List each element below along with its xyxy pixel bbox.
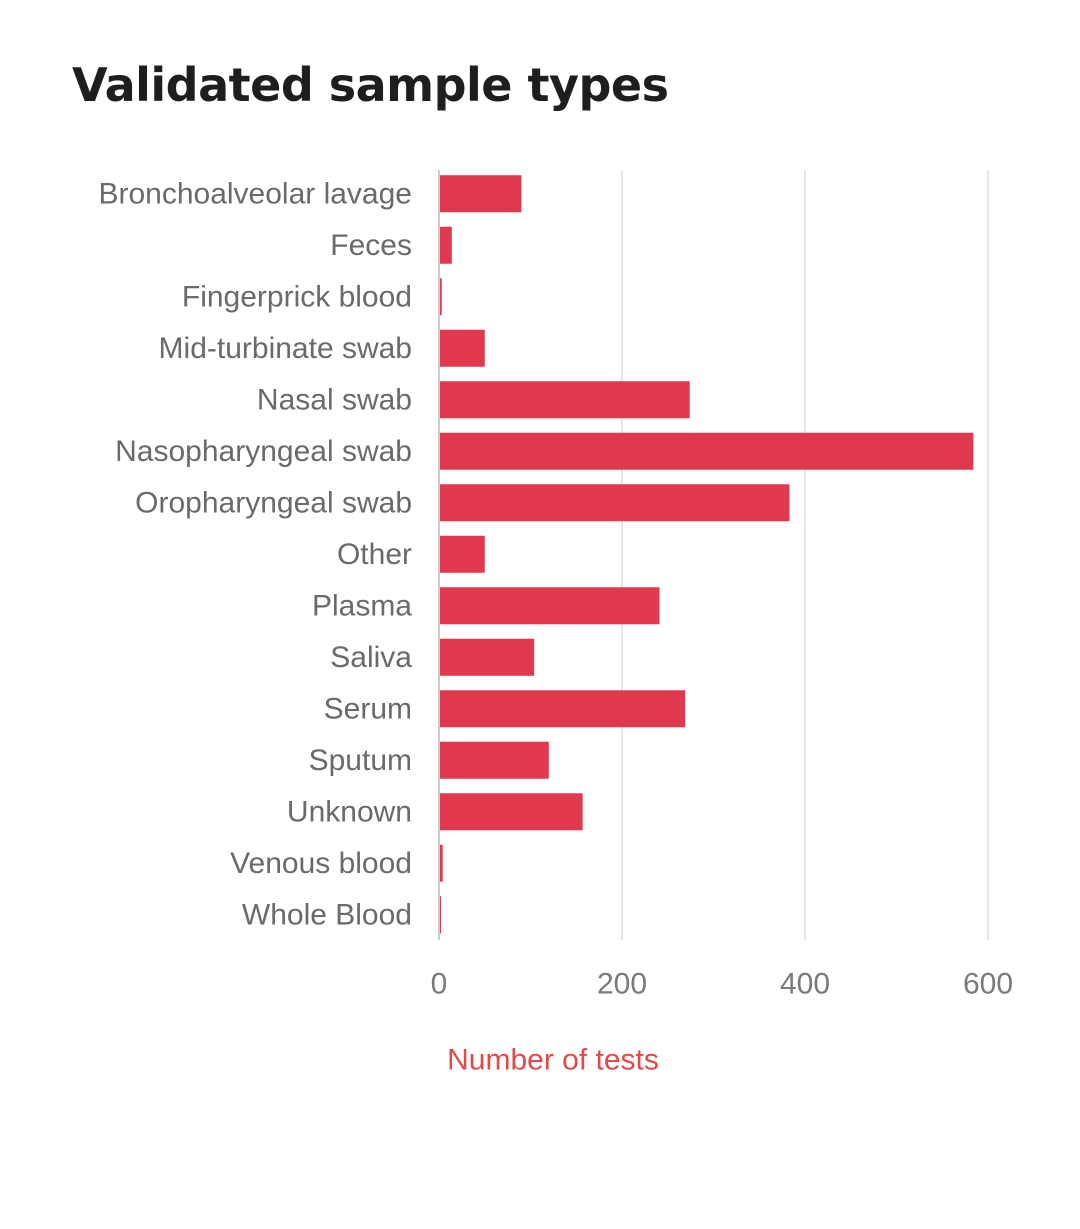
bar <box>439 226 452 264</box>
category-label: Oropharyngeal swab <box>135 486 412 519</box>
grid-lines <box>621 170 989 940</box>
bar <box>439 278 442 316</box>
category-label: Mid-turbinate swab <box>159 332 412 365</box>
bar <box>439 484 790 522</box>
x-tick-labels: 0 200 400 600 <box>431 968 1013 1001</box>
category-label: Sputum <box>309 744 412 777</box>
bar <box>439 432 974 470</box>
category-label: Nasopharyngeal swab <box>115 435 412 468</box>
page-title: Validated sample types <box>72 58 669 112</box>
bar <box>439 741 549 779</box>
x-tick-label: 600 <box>963 968 1013 1001</box>
category-label: Feces <box>330 229 412 262</box>
bars <box>439 175 974 934</box>
category-label: Whole Blood <box>242 898 412 931</box>
bar <box>439 844 443 882</box>
x-axis-title: Number of tests <box>447 1044 659 1077</box>
bar <box>439 175 522 213</box>
category-label: Serum <box>324 692 412 725</box>
x-tick-label: 200 <box>597 968 647 1001</box>
bar <box>439 535 485 573</box>
bar <box>439 381 690 419</box>
bar <box>439 690 686 728</box>
category-label: Bronchoalveolar lavage <box>98 177 412 210</box>
bar <box>439 638 535 676</box>
bar <box>439 329 485 367</box>
category-label: Saliva <box>330 641 412 674</box>
category-label: Unknown <box>287 795 412 828</box>
category-label: Fingerprick blood <box>182 280 412 313</box>
category-label: Plasma <box>312 589 412 622</box>
category-label: Venous blood <box>230 847 412 880</box>
category-label: Nasal swab <box>257 383 412 416</box>
category-labels: Bronchoalveolar lavage Feces Fingerprick b… <box>98 177 412 931</box>
bar <box>439 793 583 831</box>
x-tick-label: 0 <box>431 968 448 1001</box>
category-label: Other <box>337 538 412 571</box>
bar <box>439 587 660 625</box>
x-tick-label: 400 <box>780 968 830 1001</box>
